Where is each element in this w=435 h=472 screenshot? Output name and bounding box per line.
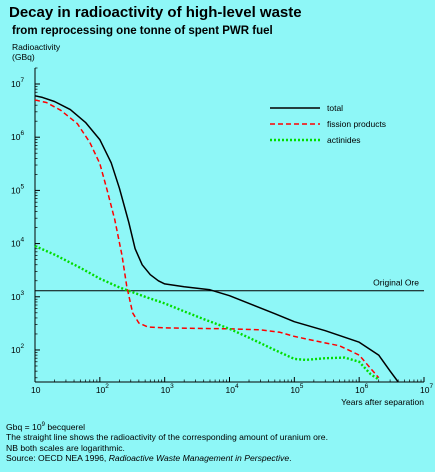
- y-tick-label: 102: [11, 343, 24, 355]
- y-tick-label: 107: [11, 77, 24, 89]
- x-tick-label: 106: [355, 383, 368, 395]
- y-axis-label-line-1: Radioactivity: [12, 42, 61, 52]
- series-line-total: [34, 95, 399, 383]
- decay-chart: Radioactivity (GBq) 102 103 104 105 106 107 1…: [11, 42, 433, 407]
- x-tick-label: 102: [96, 383, 109, 395]
- x-tick-label: 105: [290, 383, 303, 395]
- chart-legend: total fission products actinides: [270, 103, 386, 145]
- gbq-prefix: Gbq = 10: [6, 421, 42, 432]
- source-note: Source: OECD NEA 1996, Radioactive Waste…: [6, 453, 328, 463]
- y-tick-label: 104: [11, 237, 24, 249]
- original-ore-label: Original Ore: [373, 278, 419, 288]
- y-axis-ticks: 102 103 104 105 106 107: [11, 67, 40, 379]
- y-tick-label: 103: [11, 290, 24, 302]
- source-suffix: .: [289, 453, 292, 464]
- x-tick-label: 104: [226, 383, 239, 395]
- y-tick-label: 105: [11, 183, 24, 195]
- legend-label: total: [327, 103, 343, 113]
- series-line-actinides: [34, 244, 380, 381]
- x-tick-label: 10: [31, 385, 41, 395]
- legend-label: actinides: [327, 135, 361, 145]
- series-line-fission-products: [34, 99, 380, 379]
- gbq-note: Gbq = 109 becquerel: [6, 420, 328, 432]
- footnotes: Gbq = 109 becquerel The straight line sh…: [6, 420, 328, 463]
- chart-subtitle: from reprocessing one tonne of spent PWR…: [12, 25, 273, 37]
- x-axis-label: Years after separation: [341, 397, 424, 407]
- y-axis-label-line-2: (GBq): [12, 52, 35, 62]
- x-tick-label: 103: [161, 383, 174, 395]
- x-axis-ticks: 10 102 103 104 105 106 107: [31, 377, 433, 395]
- gbq-suffix: becquerel: [44, 421, 86, 432]
- chart-title: Decay in radioactivity of high-level was…: [9, 4, 302, 21]
- source-prefix: Source: OECD NEA 1996,: [6, 453, 109, 464]
- gbq-exponent: 9: [41, 422, 45, 428]
- reference-line-note: The straight line shows the radioactivit…: [6, 432, 328, 443]
- y-tick-label: 106: [11, 130, 24, 142]
- x-tick-label: 107: [420, 383, 433, 395]
- source-title: Radioactive Waste Management in Perspect…: [108, 453, 290, 464]
- log-scale-note: NB both scales are logarithmic.: [6, 442, 125, 453]
- series-layer: [34, 95, 399, 383]
- legend-label: fission products: [327, 119, 386, 129]
